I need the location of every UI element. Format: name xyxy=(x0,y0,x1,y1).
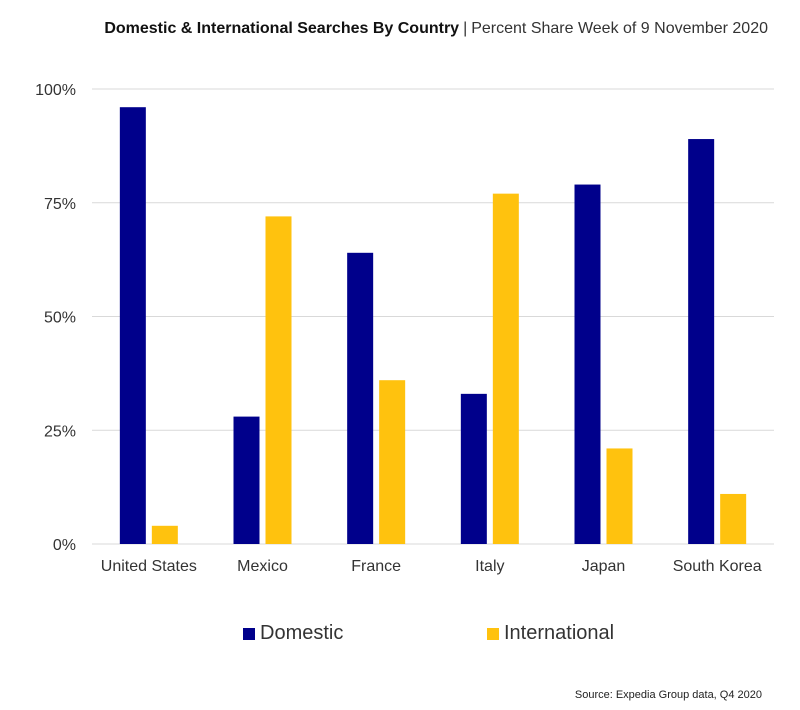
y-tick-label: 50% xyxy=(44,310,76,327)
y-tick-label: 25% xyxy=(44,423,76,440)
legend: Domestic International xyxy=(0,622,800,652)
chart-subtitle: Percent Share Week of 9 November 2020 xyxy=(471,20,768,37)
bar-international xyxy=(720,493,747,544)
x-tick-label: Italy xyxy=(475,558,504,575)
bar-international xyxy=(492,193,519,544)
y-tick-label: 75% xyxy=(44,196,76,213)
bar-international xyxy=(151,525,178,544)
bar-domestic xyxy=(347,252,374,545)
source-note: Source: Expedia Group data, Q4 2020 xyxy=(574,689,762,701)
bar-domestic xyxy=(119,107,146,544)
x-tick-label: France xyxy=(351,558,401,575)
x-tick-label: South Korea xyxy=(673,558,762,575)
chart-title-row: Domestic & International Searches By Cou… xyxy=(0,20,800,38)
bar-domestic xyxy=(233,416,260,544)
legend-item-international: International xyxy=(487,622,614,645)
legend-label-domestic: Domestic xyxy=(260,622,344,644)
y-tick-label: 0% xyxy=(53,537,76,554)
bar-chart: 0% 25% 50% 75% 100% United States Mexico Franc… xyxy=(35,82,774,575)
title-separator: | xyxy=(463,20,468,37)
bar-domestic xyxy=(460,393,487,544)
bar-domestic xyxy=(574,184,601,545)
gridlines xyxy=(92,88,774,545)
y-tick-label: 100% xyxy=(35,82,76,99)
bar-international xyxy=(606,448,633,544)
x-tick-label: United States xyxy=(101,558,197,575)
x-tick-label: Mexico xyxy=(237,558,288,575)
legend-swatch-domestic xyxy=(243,627,255,640)
bar-domestic xyxy=(688,139,715,545)
legend-swatch-international xyxy=(487,627,499,640)
y-axis-ticks: 0% 25% 50% 75% 100% xyxy=(35,82,76,554)
x-axis-ticks: United States Mexico France Italy Japan South… xyxy=(101,558,762,575)
legend-item-domestic: Domestic xyxy=(243,622,343,645)
bar-international xyxy=(379,380,406,544)
legend-label-international: International xyxy=(504,622,615,644)
bars xyxy=(119,107,747,545)
bar-international xyxy=(265,216,292,544)
x-tick-label: Japan xyxy=(582,558,626,575)
chart-title: Domestic & International Searches By Cou… xyxy=(104,20,460,37)
